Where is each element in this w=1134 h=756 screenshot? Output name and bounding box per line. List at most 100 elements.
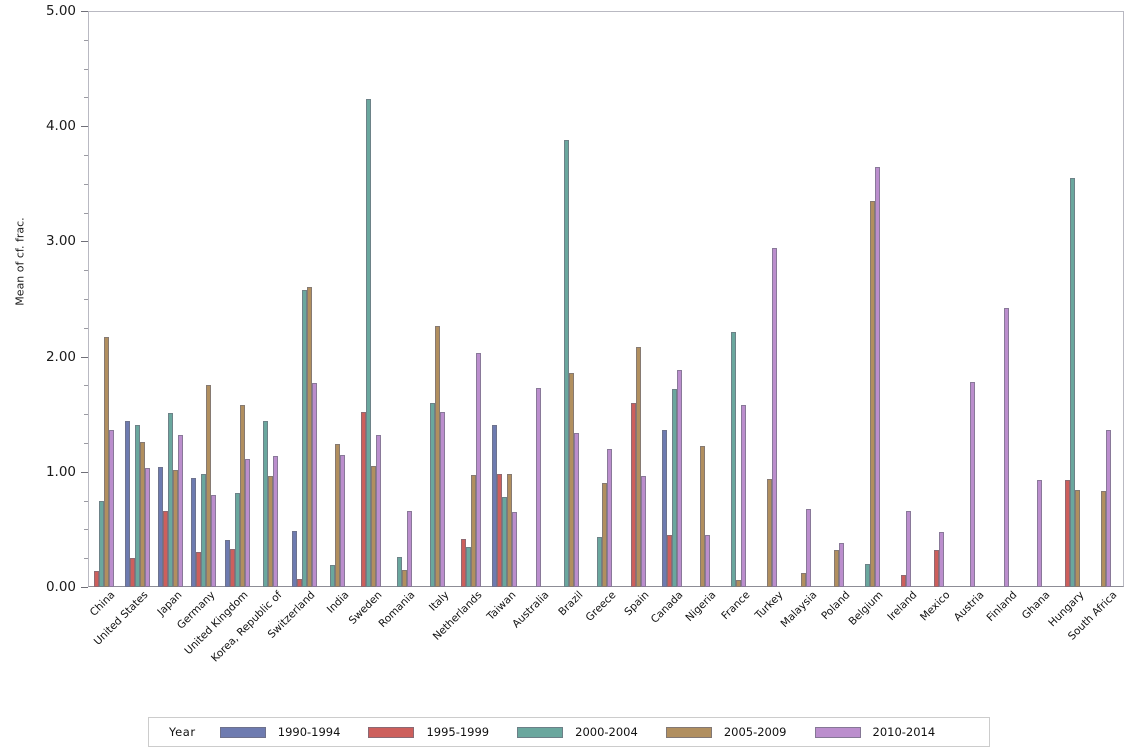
- bar: [139, 441, 145, 587]
- y-axis: Mean of cf. frac. 0.00 1.00 2.00 3.00 4.00 5.…: [0, 0, 88, 600]
- bar-group: [1024, 11, 1057, 587]
- legend-label: 2010-2014: [872, 725, 936, 739]
- bar: [471, 475, 477, 587]
- y-minor-tick-mark: [84, 327, 88, 329]
- bar: [905, 510, 911, 587]
- y-minor-tick-mark: [84, 558, 88, 560]
- y-minor-tick-mark: [84, 443, 88, 444]
- bar: [163, 510, 169, 587]
- bar: [376, 434, 382, 587]
- bar-group: [255, 11, 288, 587]
- bar-group: [389, 11, 422, 587]
- y-tick-label: 3.00: [45, 233, 76, 250]
- bar: [900, 575, 906, 587]
- bar: [396, 557, 402, 587]
- bar-group: [456, 11, 489, 587]
- x-tick-label: Japan: [154, 589, 185, 619]
- legend-item[interactable]: 2010-2014: [814, 725, 936, 739]
- legend-swatch-icon: [517, 726, 564, 738]
- x-tick-label: Turkey: [752, 589, 786, 622]
- bar: [178, 434, 184, 587]
- bar: [239, 404, 245, 587]
- bar: [401, 569, 407, 587]
- bar: [864, 563, 870, 587]
- bar: [772, 248, 778, 587]
- bar: [1106, 430, 1112, 587]
- y-tick-mark: [81, 11, 88, 12]
- x-tick-label: Malaysia: [778, 589, 820, 630]
- bar-group: [957, 11, 990, 587]
- bar: [134, 424, 140, 587]
- bar-group: [155, 11, 188, 587]
- legend-title: Year: [169, 725, 196, 739]
- y-minor-tick-mark: [84, 183, 88, 185]
- bar: [635, 347, 641, 587]
- x-tick-label: Spain: [622, 589, 652, 619]
- legend-swatch-icon: [368, 726, 415, 738]
- bar-group: [656, 11, 689, 587]
- bar: [440, 411, 446, 587]
- bar: [1065, 479, 1071, 587]
- bar-group: [522, 11, 555, 587]
- bar: [224, 539, 230, 587]
- bar: [939, 531, 945, 587]
- legend-label: 2005-2009: [723, 725, 787, 739]
- bar: [874, 166, 880, 587]
- bar: [366, 98, 372, 587]
- y-tick-mark: [81, 241, 88, 243]
- legend-label: 2000-2004: [575, 725, 638, 739]
- legend-item[interactable]: 2005-2009: [665, 725, 787, 739]
- bar-group: [990, 11, 1023, 587]
- bar: [574, 432, 580, 587]
- y-minor-tick-mark: [84, 270, 88, 272]
- bar: [569, 372, 575, 587]
- legend-item[interactable]: 2000-2004: [517, 725, 638, 739]
- y-minor-tick-mark: [84, 212, 88, 214]
- y-axis-title: Mean of cf. frac.: [13, 217, 27, 306]
- legend-item[interactable]: 1995-1999: [368, 725, 489, 739]
- bar: [168, 413, 174, 587]
- bar: [340, 454, 346, 587]
- y-tick-label: 4.00: [45, 118, 76, 135]
- bar: [435, 325, 441, 587]
- bar-group: [823, 11, 856, 587]
- bar: [296, 578, 302, 587]
- bar: [970, 381, 976, 587]
- x-axis-labels: China United States Japan Germany United Kin…: [87, 589, 1124, 699]
- bar: [502, 497, 508, 587]
- bar: [191, 477, 197, 587]
- bar: [741, 404, 747, 587]
- x-tick-label: Austria: [951, 589, 987, 624]
- bar: [129, 558, 135, 587]
- bar: [98, 500, 104, 587]
- bar-group: [890, 11, 923, 587]
- x-tick-label: Mexico: [918, 589, 953, 624]
- bar-group: [322, 11, 355, 587]
- x-tick-label: India: [324, 589, 352, 616]
- legend-label: 1990-1994: [277, 725, 341, 739]
- bar: [201, 474, 207, 587]
- x-tick-label: Greece: [583, 589, 619, 624]
- bar: [1101, 491, 1107, 587]
- bar-group: [121, 11, 154, 587]
- x-tick-label: Romania: [376, 589, 418, 630]
- y-tick-label: 2.00: [45, 348, 76, 365]
- bar: [196, 552, 202, 587]
- bar: [1075, 490, 1081, 587]
- bar: [535, 387, 541, 587]
- x-tick-label: Belgium: [846, 589, 886, 628]
- bar: [512, 512, 518, 587]
- y-minor-tick-mark: [84, 97, 88, 99]
- bar: [361, 411, 367, 587]
- bar: [838, 543, 844, 587]
- bar: [234, 492, 240, 587]
- bar-group: [857, 11, 890, 587]
- y-minor-tick-mark: [84, 39, 88, 41]
- bar: [244, 459, 250, 587]
- bar: [430, 402, 436, 587]
- legend-item[interactable]: 1990-1994: [219, 725, 341, 739]
- y-tick-mark: [81, 471, 88, 473]
- bar: [934, 550, 940, 587]
- legend-items: 1990-1994 1995-1999 2000-2004 2005-2009 2010…: [219, 725, 963, 739]
- bar-group: [589, 11, 622, 587]
